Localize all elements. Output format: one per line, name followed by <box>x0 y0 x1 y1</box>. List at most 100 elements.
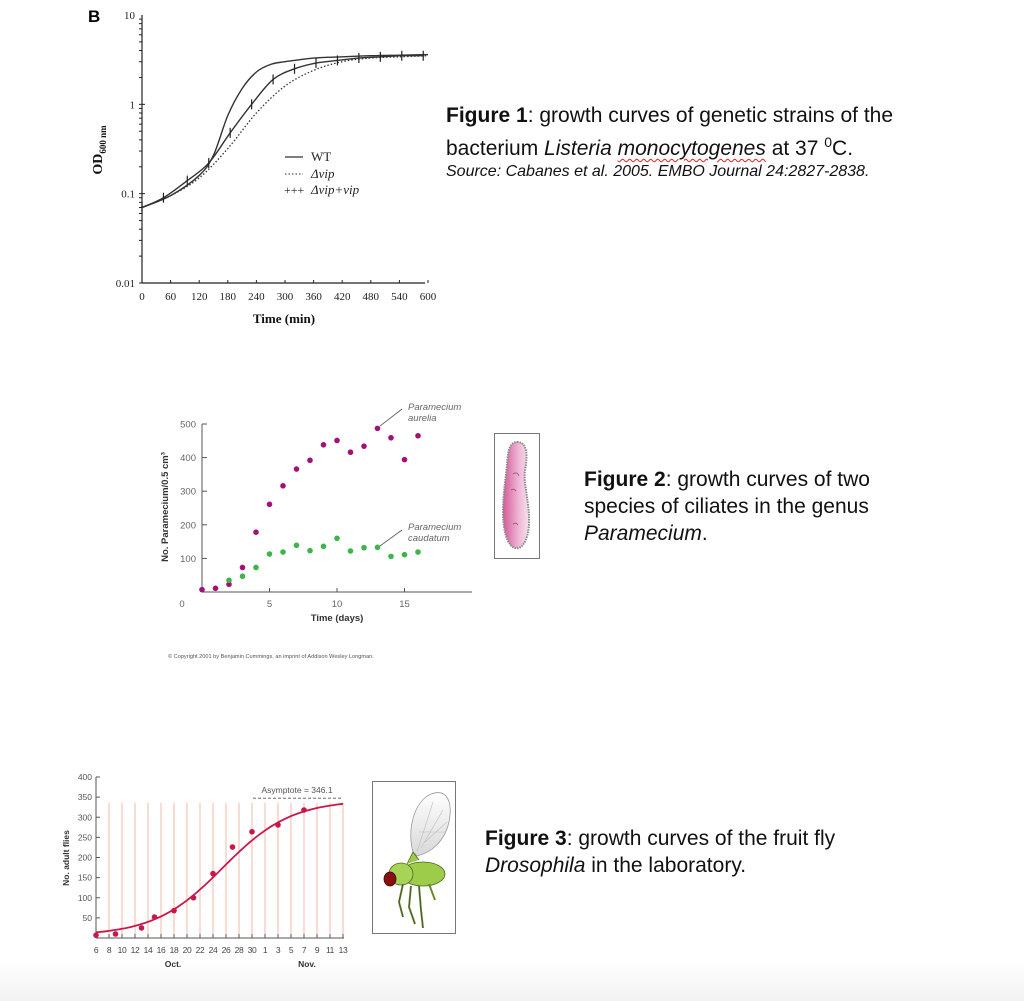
data-point <box>93 932 99 938</box>
spellcheck-underlined-word[interactable]: monocytogenes <box>617 137 766 160</box>
paramecium-illustration <box>494 433 540 559</box>
data-point <box>347 548 354 554</box>
figure-label: Figure 1 <box>446 104 528 127</box>
svg-text:360: 360 <box>305 291 322 303</box>
svg-text:Paramecium: Paramecium <box>408 402 461 413</box>
svg-text:0: 0 <box>139 291 145 303</box>
svg-text:OD600 nm: OD600 nm <box>91 125 108 175</box>
svg-text:WT: WT <box>311 149 331 164</box>
svg-text:15: 15 <box>399 599 410 610</box>
svg-text:Time (days): Time (days) <box>311 613 364 624</box>
data-point <box>334 437 340 444</box>
svg-text:20: 20 <box>183 945 192 955</box>
x-axis-label: Time (min) <box>253 311 315 326</box>
figure-2-chart: 100 200 300 400 500 0 5 10 15 Time (days) No. Para… <box>160 402 472 624</box>
data-point <box>280 483 286 489</box>
svg-text:300: 300 <box>78 812 92 822</box>
data-point <box>293 542 300 549</box>
svg-text:600: 600 <box>420 291 437 303</box>
figure-1: B 0.01 0.1 1 10 0 60 120 180 240 300 360 420 480 540 6… <box>80 0 450 330</box>
figure-3: 50 100 150 200 250 300 350 400 6 8 10 12 14 16 18 20 22 2… <box>55 765 365 975</box>
data-point <box>320 543 327 550</box>
svg-text:400: 400 <box>180 453 196 464</box>
data-point <box>138 925 145 931</box>
figure-source: Source: Cabanes et al. 2005. EMBO Journa… <box>446 163 870 180</box>
svg-text:200: 200 <box>180 520 196 531</box>
copyright-notice: © Copyright 2001 by Benjamin Cummings, a… <box>168 654 374 660</box>
svg-text:14: 14 <box>144 945 153 955</box>
data-point <box>253 564 259 571</box>
svg-text:caudatum: caudatum <box>408 533 450 544</box>
svg-text:350: 350 <box>78 792 92 802</box>
data-point <box>280 549 286 555</box>
data-point <box>199 586 205 593</box>
series-line <box>141 54 424 209</box>
svg-text:Paramecium: Paramecium <box>408 522 461 533</box>
data-point <box>275 822 281 828</box>
data-point <box>210 870 216 877</box>
svg-text:13: 13 <box>339 945 348 955</box>
svg-text:12: 12 <box>131 945 140 955</box>
svg-text:5: 5 <box>267 599 272 610</box>
svg-text:aurelia: aurelia <box>408 413 437 424</box>
svg-text:11: 11 <box>326 945 335 955</box>
svg-text:28: 28 <box>235 945 244 955</box>
data-point <box>171 907 177 914</box>
svg-text:200: 200 <box>78 853 92 863</box>
data-point <box>307 457 313 464</box>
data-point <box>415 432 421 439</box>
svg-text:10: 10 <box>332 599 343 610</box>
data-point <box>253 529 259 535</box>
figure-1-curves <box>141 50 429 213</box>
data-point <box>226 577 232 584</box>
figure-3-chart: 50 100 150 200 250 300 350 400 6 8 10 12 14 16 18 20 22 2… <box>61 772 348 969</box>
data-point <box>401 551 408 558</box>
data-point <box>347 449 354 456</box>
data-point <box>293 466 300 472</box>
figure-3-caption: Figure 3: growth curves of the fruit fly… <box>485 827 836 877</box>
svg-text:No. Paramecium/0.5 cm³: No. Paramecium/0.5 cm³ <box>160 452 171 562</box>
data-point <box>112 931 119 937</box>
data-point <box>361 544 367 551</box>
figure-2: 100 200 300 400 500 0 5 10 15 Time (days) No. Para… <box>150 395 480 680</box>
svg-text:Asymptote = 346.1: Asymptote = 346.1 <box>261 785 332 795</box>
svg-text:0.01: 0.01 <box>116 278 135 290</box>
svg-text:6: 6 <box>94 945 99 955</box>
data-point <box>388 553 394 560</box>
svg-text:+++: +++ <box>284 183 305 197</box>
figure-1-axes: 0.01 0.1 1 10 0 60 120 180 240 300 360 420 480 540 600 <box>116 10 437 303</box>
data-point <box>334 535 340 542</box>
svg-text:26: 26 <box>222 945 231 955</box>
svg-text:Oct.: Oct. <box>165 959 182 969</box>
svg-text:60: 60 <box>165 291 177 303</box>
svg-text:300: 300 <box>277 291 294 303</box>
svg-text:120: 120 <box>191 291 208 303</box>
data-point <box>307 547 313 554</box>
svg-text:400: 400 <box>78 772 92 782</box>
svg-text:480: 480 <box>363 291 380 303</box>
svg-text:180: 180 <box>220 291 237 303</box>
data-point <box>401 456 408 463</box>
svg-text:420: 420 <box>334 291 351 303</box>
y-axis-label: OD600 nm <box>91 125 108 175</box>
figure-label: Figure 2 <box>584 468 666 491</box>
svg-text:0.1: 0.1 <box>121 189 135 201</box>
svg-text:100: 100 <box>78 893 92 903</box>
logistic-fit-line <box>95 802 344 934</box>
svg-text:540: 540 <box>391 291 408 303</box>
svg-text:18: 18 <box>170 945 179 955</box>
data-point <box>320 442 327 448</box>
svg-text:7: 7 <box>302 945 307 955</box>
data-point <box>239 573 246 580</box>
figure-1-caption: Figure 1: growth curves of genetic strai… <box>446 102 1016 182</box>
data-point <box>151 914 158 920</box>
data-point <box>212 585 219 592</box>
data-point <box>249 828 255 835</box>
data-point <box>361 443 367 449</box>
data-point <box>374 425 381 432</box>
svg-text:24: 24 <box>209 945 218 955</box>
svg-text:No. adult flies: No. adult flies <box>61 830 71 886</box>
data-point <box>374 544 381 551</box>
data-point <box>190 894 197 901</box>
svg-text:10: 10 <box>118 945 127 955</box>
